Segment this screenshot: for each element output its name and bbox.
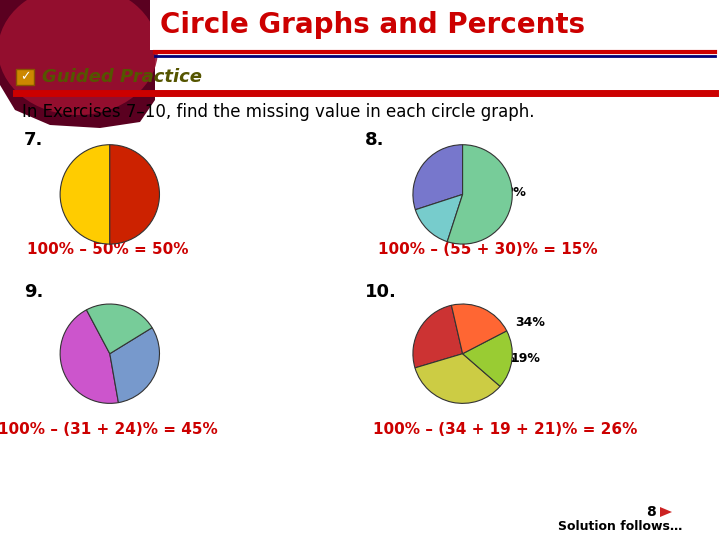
Text: ?%: ?% [478,314,498,327]
Text: Solution follows…: Solution follows… [558,519,682,532]
Wedge shape [60,145,110,244]
Text: 9.: 9. [24,283,43,301]
Polygon shape [660,507,672,517]
Text: Guided Practice: Guided Practice [42,68,202,86]
Wedge shape [415,194,463,241]
Text: ?%: ?% [506,186,526,199]
Wedge shape [110,145,160,244]
Text: 8.: 8. [365,131,384,149]
Text: 55%: 55% [461,204,491,217]
Text: 24%: 24% [103,361,133,375]
Wedge shape [413,305,463,368]
Text: 50%: 50% [113,179,143,192]
Text: 34%: 34% [515,315,545,328]
Text: 100% – (55 + 30)% = 15%: 100% – (55 + 30)% = 15% [378,242,598,258]
Wedge shape [415,354,500,403]
Polygon shape [0,0,155,128]
Text: 10.: 10. [365,283,397,301]
Wedge shape [110,328,159,403]
Text: 19%: 19% [511,352,541,365]
Wedge shape [413,145,463,210]
Text: 8: 8 [646,505,656,519]
Wedge shape [463,331,512,386]
Wedge shape [451,304,507,354]
Text: Circle Graphs and Percents: Circle Graphs and Percents [160,11,585,39]
Text: ✓: ✓ [19,71,30,84]
Text: 30%: 30% [461,159,491,172]
Bar [150,0,720,50]
Text: 31%: 31% [67,335,97,348]
Text: In Exercises 7–10, find the missing value in each circle graph.: In Exercises 7–10, find the missing valu… [22,103,534,121]
Text: ?%: ?% [110,312,130,325]
Text: 21%: 21% [485,352,515,365]
Wedge shape [60,310,118,403]
Text: 100% – (34 + 19 + 21)% = 26%: 100% – (34 + 19 + 21)% = 26% [373,422,637,437]
Wedge shape [86,304,152,354]
Text: 100% – (31 + 24)% = 45%: 100% – (31 + 24)% = 45% [0,422,218,437]
Text: 7.: 7. [24,131,43,149]
Bar [16,69,34,85]
Text: ?%: ?% [82,179,102,192]
Text: 100% – 50% = 50%: 100% – 50% = 50% [27,242,189,258]
Ellipse shape [0,0,158,115]
Wedge shape [447,145,512,244]
